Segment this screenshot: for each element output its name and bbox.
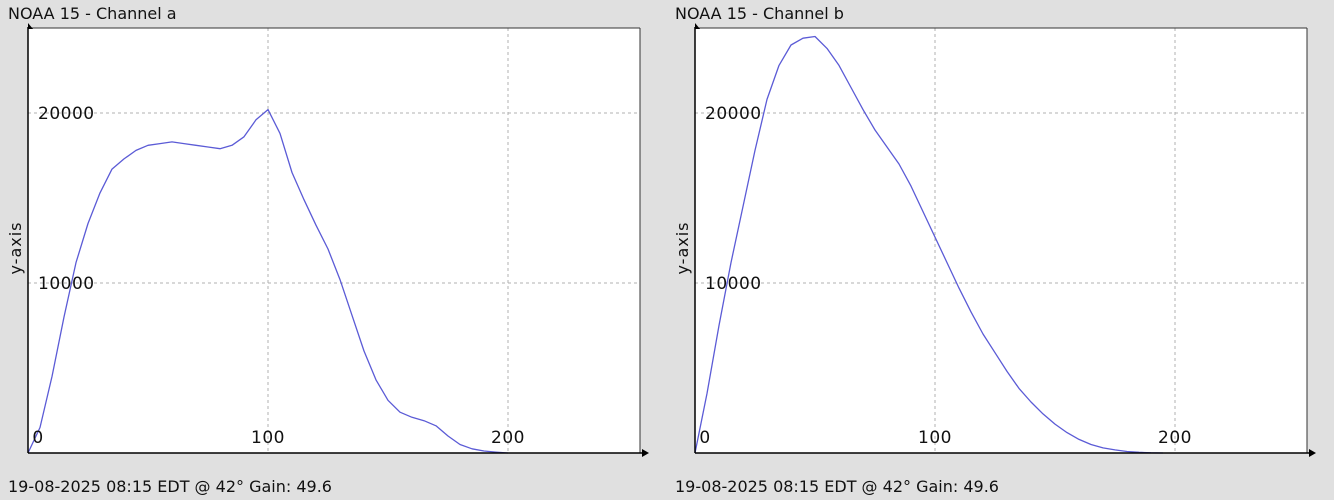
y-tick-label: 20000 xyxy=(705,104,762,124)
chart-footer: 19-08-2025 08:15 EDT @ 42° Gain: 49.6 xyxy=(8,477,332,496)
y-tick-label: 10000 xyxy=(705,274,762,294)
y-tick-label: 10000 xyxy=(38,274,95,294)
chart-title: NOAA 15 - Channel b xyxy=(675,4,844,23)
x-tick-label: 0 xyxy=(699,428,710,448)
series-line xyxy=(694,35,1164,454)
chart-footer: 19-08-2025 08:15 EDT @ 42° Gain: 49.6 xyxy=(675,477,999,496)
y-axis-title: y-axis xyxy=(673,221,692,274)
chart-svg: 0 100 200 20000 10000 y-axis xyxy=(673,23,1316,457)
x-tick-label: 100 xyxy=(918,428,952,448)
x-tick-label: 0 xyxy=(32,428,43,448)
plot-area xyxy=(695,28,1307,453)
x-tick-label: 200 xyxy=(491,428,525,448)
chart-panel-channel-a: NOAA 15 - Channel a 0 100 200 20000 10000 y-a… xyxy=(6,4,649,496)
y-axis-title: y-axis xyxy=(6,221,25,274)
y-tick-label: 20000 xyxy=(38,104,95,124)
x-axis-arrow xyxy=(642,449,649,457)
x-axis-arrow xyxy=(1309,449,1316,457)
x-tick-label: 200 xyxy=(1158,428,1192,448)
y-axis-arrow xyxy=(695,23,700,29)
chart-svg: 0 100 200 20000 10000 y-axis xyxy=(6,23,649,457)
series-line xyxy=(27,108,509,454)
plot-area xyxy=(28,28,640,453)
x-tick-label: 100 xyxy=(251,428,285,448)
chart-panel-channel-b: NOAA 15 - Channel b 0 100 200 20000 10000 y-a… xyxy=(667,0,1334,500)
y-axis-arrow xyxy=(28,23,33,29)
chart-title: NOAA 15 - Channel a xyxy=(8,4,177,23)
